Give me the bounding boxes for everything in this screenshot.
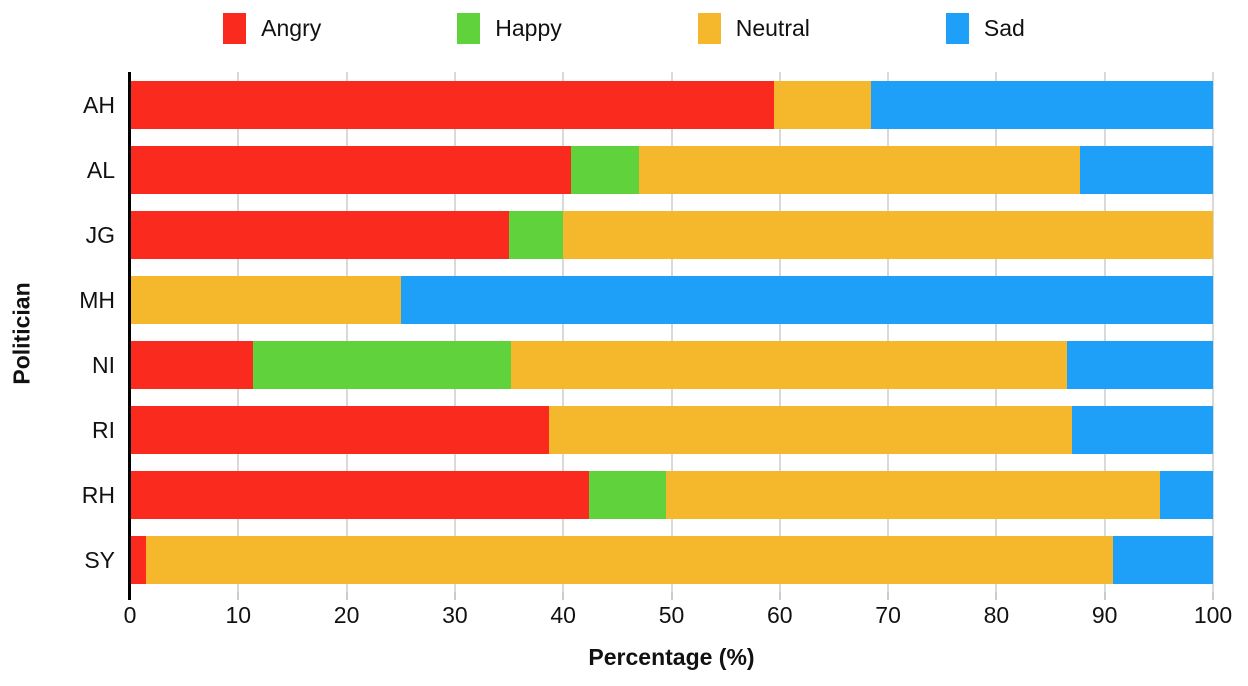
legend-swatch-icon — [457, 13, 481, 44]
bar-segment-rh-sad — [1159, 470, 1213, 519]
tick-mark-30 — [453, 592, 456, 600]
bar-segment-al-sad — [1079, 145, 1213, 194]
bar-segment-rh-angry — [130, 470, 590, 519]
gridline-70 — [887, 72, 890, 592]
gridline-30 — [453, 72, 456, 592]
x-tick-label-10: 10 — [225, 602, 252, 628]
legend: Angry Happy Neutral Sad — [0, 13, 1248, 44]
legend-item-sad: Sad — [945, 13, 1025, 44]
x-axis-title: Percentage (%) — [588, 644, 755, 670]
legend-label: Neutral — [735, 15, 810, 41]
bar-segment-ni-sad — [1066, 340, 1213, 389]
bar-row-mh — [130, 275, 1213, 324]
bar-segment-ri-sad — [1072, 405, 1213, 454]
legend-label: Happy — [495, 15, 562, 41]
bar-segment-ah-neutral — [774, 80, 871, 129]
bar-segment-ni-angry — [130, 340, 254, 389]
bar-segment-al-neutral — [638, 145, 1080, 194]
y-axis-line — [128, 72, 131, 600]
tick-mark-90 — [1103, 592, 1106, 600]
legend-swatch-icon — [223, 13, 247, 44]
bar-segment-mh-neutral — [130, 275, 401, 324]
x-tick-label-0: 0 — [123, 602, 137, 628]
y-axis-category-labels: AH AL JG MH NI RI RH SY — [0, 72, 115, 592]
bar-row-al — [130, 145, 1213, 194]
tick-mark-20 — [345, 592, 348, 600]
x-tick-label-30: 30 — [442, 602, 468, 628]
plot-area — [128, 72, 1214, 600]
bar-row-sy — [130, 535, 1213, 584]
gridline-60 — [778, 72, 781, 592]
tick-mark-60 — [778, 592, 781, 600]
x-tick-label-20: 20 — [333, 602, 360, 628]
category-label-ri: RI — [92, 416, 115, 443]
x-tick-label-50: 50 — [658, 602, 685, 628]
legend-item-angry: Angry — [223, 13, 321, 44]
legend-item-neutral: Neutral — [697, 13, 810, 44]
x-tick-label-40: 40 — [550, 602, 576, 628]
bar-segment-sy-sad — [1113, 535, 1213, 584]
gridline-100 — [1212, 72, 1214, 592]
category-label-al: AL — [86, 156, 115, 183]
bar-segment-mh-sad — [400, 275, 1213, 324]
y-axis-title: Politician — [8, 282, 35, 385]
gridline-40 — [562, 72, 565, 592]
category-label-jg: JG — [85, 221, 115, 248]
x-axis-tick-labels: 0 10 20 30 40 50 60 70 80 90 100 — [124, 602, 1233, 632]
tick-mark-50 — [670, 592, 673, 600]
gridline-90 — [1103, 72, 1106, 592]
bar-segment-sy-angry — [130, 535, 147, 584]
bar-segment-ri-angry — [130, 405, 550, 454]
bar-segment-rh-neutral — [666, 470, 1160, 519]
tick-mark-80 — [995, 592, 998, 600]
bar-segment-ah-angry — [130, 80, 775, 129]
bar-segment-jg-neutral — [563, 210, 1213, 259]
bar-row-ah — [130, 80, 1213, 129]
bar-segment-jg-happy — [509, 210, 564, 259]
x-tick-label-70: 70 — [875, 602, 901, 628]
bar-row-jg — [130, 210, 1213, 259]
category-label-mh: MH — [79, 286, 115, 313]
category-label-ah: AH — [83, 91, 115, 118]
bar-segment-sy-neutral — [146, 535, 1114, 584]
gridline-50 — [670, 72, 673, 592]
legend-swatch-icon — [697, 13, 721, 44]
legend-swatch-icon — [945, 13, 969, 44]
x-tick-label-100: 100 — [1193, 602, 1233, 628]
tick-mark-100 — [1212, 592, 1214, 600]
category-label-sy: SY — [84, 546, 115, 573]
bar-segment-ni-neutral — [511, 340, 1067, 389]
legend-item-happy: Happy — [457, 13, 562, 44]
x-tick-label-60: 60 — [767, 602, 793, 628]
category-label-ni: NI — [92, 351, 115, 378]
tick-mark-40 — [562, 592, 565, 600]
legend-label: Angry — [261, 15, 322, 41]
tick-mark-10 — [237, 592, 240, 600]
bar-segment-jg-angry — [130, 210, 510, 259]
bar-row-ri — [130, 405, 1213, 454]
gridline-80 — [995, 72, 998, 592]
gridline-10 — [237, 72, 240, 592]
x-tick-label-90: 90 — [1091, 602, 1118, 628]
x-tick-label-80: 80 — [983, 602, 1010, 628]
bar-segment-ni-happy — [253, 340, 512, 389]
bar-row-ni — [130, 340, 1213, 389]
bar-segment-ri-neutral — [549, 405, 1073, 454]
bar-segment-rh-happy — [589, 470, 667, 519]
gridline-20 — [345, 72, 348, 592]
bar-row-rh — [130, 470, 1213, 519]
bar-segment-ah-sad — [870, 80, 1213, 129]
tick-mark-70 — [887, 592, 890, 600]
bar-segment-al-happy — [570, 145, 639, 194]
bar-segment-al-angry — [130, 145, 571, 194]
category-label-rh: RH — [81, 481, 115, 508]
legend-label: Sad — [983, 15, 1025, 41]
